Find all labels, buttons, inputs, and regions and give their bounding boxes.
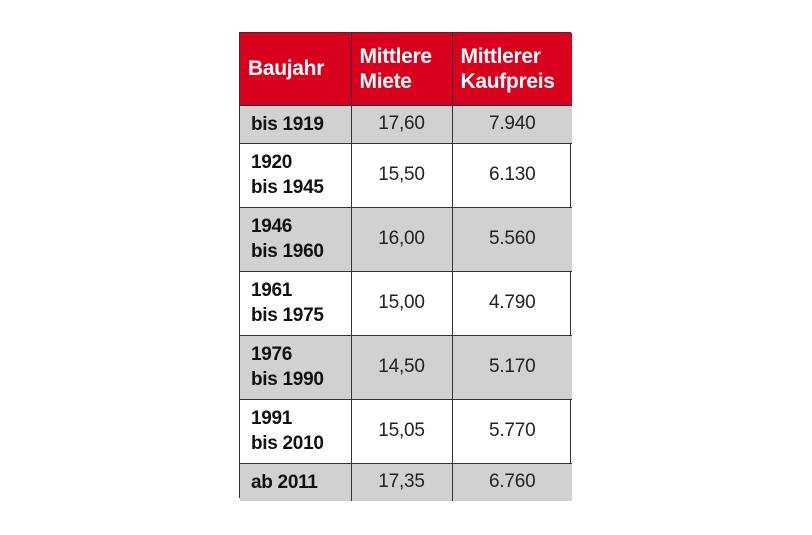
table-row: bis 1919 17,60 7.940 (240, 104, 572, 144)
table-row: 1946 bis 1960 16,00 5.560 (240, 206, 572, 272)
header-miete-line-2: Miete (359, 69, 412, 93)
baujahr-line: bis 1960 (251, 241, 324, 262)
cell-baujahr: ab 2011 (240, 462, 352, 501)
cell-mittlere-miete: 14,50 (350, 334, 453, 400)
table-header: Baujahr Mittlere Miete Mittlerer Kaufpre… (240, 33, 572, 106)
header-kaufpreis-line-2: Kaufpreis (460, 69, 555, 93)
table-body: bis 1919 17,60 7.940 1920 bis 1945 15,50 6.130… (240, 104, 572, 501)
header-kaufpreis-line-1: Mittlerer (460, 44, 541, 68)
data-table-container: Baujahr Mittlere Miete Mittlerer Kaufpre… (239, 32, 572, 501)
header-mittlere-miete: Mittlere Miete (350, 33, 453, 106)
cell-mittlere-miete: 17,35 (350, 462, 453, 501)
header-baujahr-line-1: Baujahr (248, 57, 325, 81)
cell-mittlere-miete: 16,00 (350, 206, 453, 272)
baujahr-line: bis 1919 (251, 113, 324, 135)
cell-mittlerer-kaufpreis: 5.770 (451, 398, 572, 464)
baujahr-line: 1976 (251, 344, 293, 365)
table-row: 1976 bis 1990 14,50 5.170 (240, 334, 572, 400)
baujahr-line: 1946 (251, 216, 293, 237)
baujahr-line: bis 1990 (251, 369, 324, 390)
table-row: 1920 bis 1945 15,50 6.130 (240, 142, 572, 208)
cell-mittlere-miete: 15,50 (350, 142, 453, 208)
cell-baujahr: bis 1919 (240, 104, 352, 144)
table-row: 1991 bis 2010 15,05 5.770 (240, 398, 572, 464)
baujahr-line: 1920 (251, 152, 293, 173)
baujahr-line: ab 2011 (251, 471, 318, 493)
baujahr-line: 1961 (251, 280, 293, 301)
cell-mittlere-miete: 17,60 (350, 104, 453, 144)
cell-baujahr: 1920 bis 1945 (240, 142, 352, 208)
header-miete-line-1: Mittlere (359, 44, 433, 68)
baujahr-line: bis 2010 (251, 433, 324, 454)
cell-mittlerer-kaufpreis: 7.940 (451, 104, 572, 144)
cell-mittlerer-kaufpreis: 5.560 (451, 206, 572, 272)
baujahr-line: bis 1975 (251, 305, 324, 326)
table-row: 1961 bis 1975 15,00 4.790 (240, 270, 572, 336)
header-mittlerer-kaufpreis: Mittlerer Kaufpreis (451, 33, 572, 106)
baujahr-line: bis 1945 (251, 177, 324, 198)
cell-mittlerer-kaufpreis: 5.170 (451, 334, 572, 400)
header-row: Baujahr Mittlere Miete Mittlerer Kaufpre… (240, 33, 572, 106)
header-baujahr: Baujahr (240, 33, 352, 106)
cell-mittlere-miete: 15,05 (350, 398, 453, 464)
cell-mittlerer-kaufpreis: 4.790 (451, 270, 572, 336)
cell-baujahr: 1976 bis 1990 (240, 334, 352, 400)
cell-mittlere-miete: 15,00 (350, 270, 453, 336)
cell-baujahr: 1991 bis 2010 (240, 398, 352, 464)
cell-baujahr: 1946 bis 1960 (240, 206, 352, 272)
cell-mittlerer-kaufpreis: 6.760 (451, 462, 572, 501)
cell-baujahr: 1961 bis 1975 (240, 270, 352, 336)
baujahr-line: 1991 (251, 408, 293, 429)
cell-mittlerer-kaufpreis: 6.130 (451, 142, 572, 208)
data-table: Baujahr Mittlere Miete Mittlerer Kaufpre… (240, 33, 572, 501)
table-row: ab 2011 17,35 6.760 (240, 462, 572, 501)
